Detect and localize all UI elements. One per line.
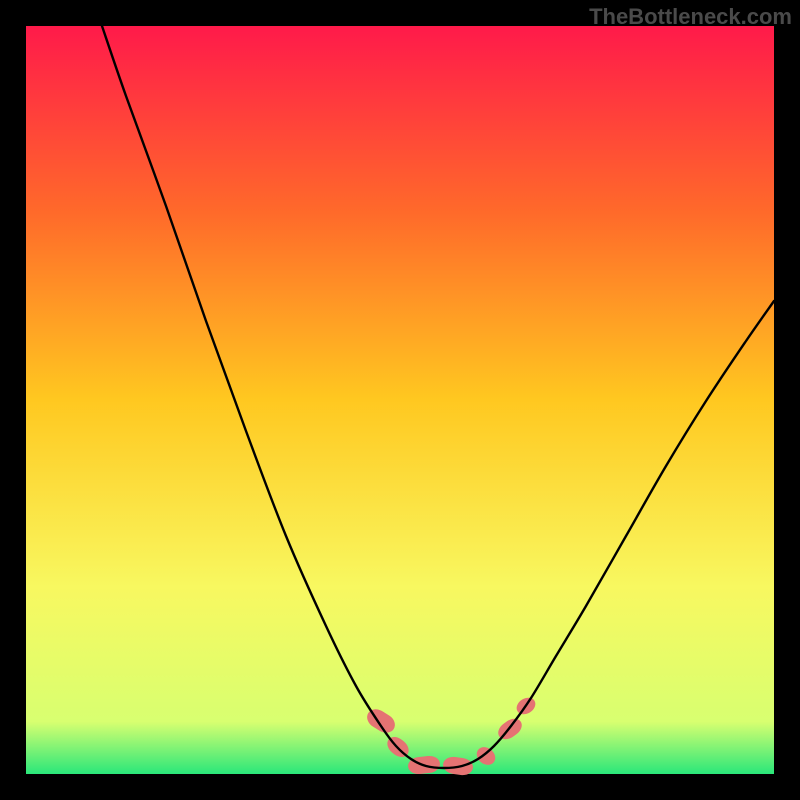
markers-group xyxy=(364,694,539,776)
bottleneck-curve xyxy=(102,26,774,768)
watermark-text: TheBottleneck.com xyxy=(589,4,792,30)
curve-layer xyxy=(26,26,774,774)
curve-marker xyxy=(473,743,499,768)
outer-frame: TheBottleneck.com xyxy=(0,0,800,800)
curve-marker xyxy=(364,705,399,736)
plot-area xyxy=(26,26,774,774)
